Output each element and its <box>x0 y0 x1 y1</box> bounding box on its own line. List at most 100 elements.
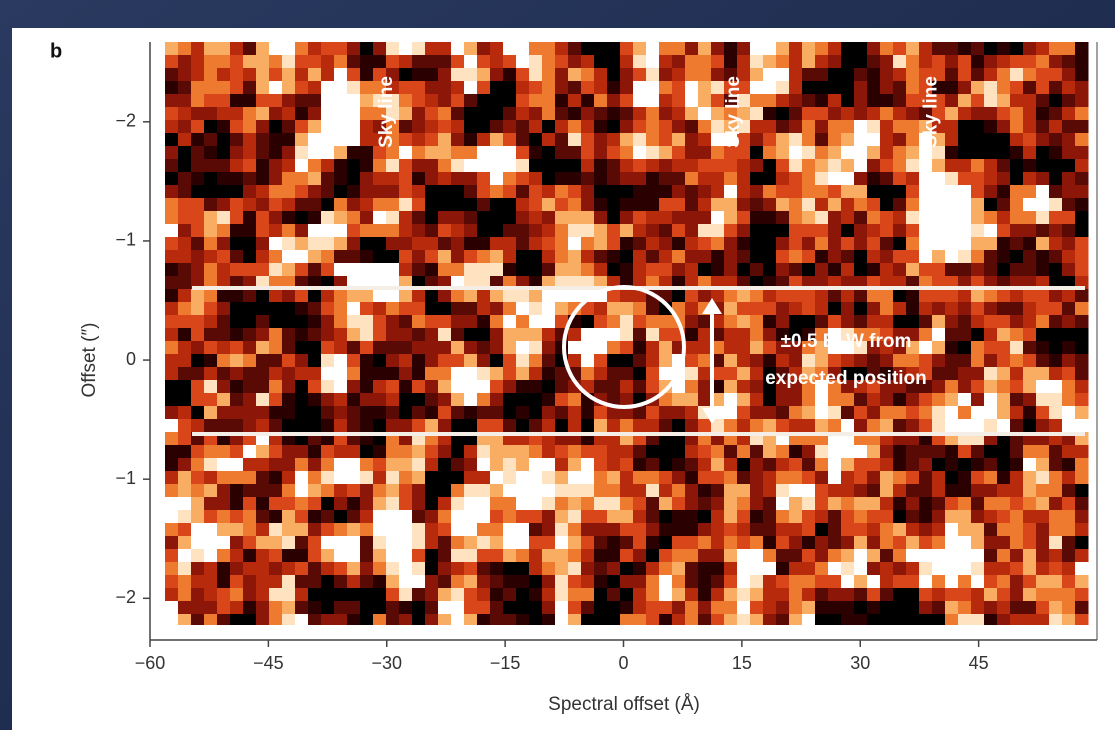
texture-cell <box>568 354 582 368</box>
texture-cell <box>438 471 452 485</box>
texture-cell <box>867 81 881 95</box>
texture-cell <box>698 107 712 121</box>
texture-cell <box>516 120 530 134</box>
texture-cell <box>529 107 543 121</box>
texture-cell <box>165 432 179 446</box>
texture-cell <box>178 432 192 446</box>
texture-cell <box>269 575 283 589</box>
texture-cell <box>165 445 179 459</box>
texture-cell <box>789 445 803 459</box>
texture-cell <box>360 458 374 472</box>
texture-cell <box>815 510 829 524</box>
texture-cell <box>802 42 816 56</box>
texture-cell <box>841 81 855 95</box>
texture-cell <box>178 55 192 69</box>
texture-cell <box>360 224 374 238</box>
texture-cell <box>204 224 218 238</box>
texture-cell <box>529 341 543 355</box>
texture-cell <box>451 497 465 511</box>
texture-cell <box>672 146 686 160</box>
texture-cell <box>347 354 361 368</box>
texture-cell <box>763 250 777 264</box>
texture-cell <box>529 172 543 186</box>
texture-cell <box>945 289 959 303</box>
texture-cell <box>529 575 543 589</box>
texture-cell <box>1036 393 1050 407</box>
texture-cell <box>308 536 322 550</box>
texture-cell <box>321 367 335 381</box>
texture-cell <box>854 224 868 238</box>
texture-cell <box>789 68 803 82</box>
texture-cell <box>451 458 465 472</box>
texture-cell <box>425 458 439 472</box>
texture-cell <box>464 354 478 368</box>
texture-cell <box>802 146 816 160</box>
texture-cell <box>516 107 530 121</box>
texture-cell <box>308 523 322 537</box>
texture-cell <box>789 289 803 303</box>
texture-cell <box>464 302 478 316</box>
texture-cell <box>893 55 907 69</box>
texture-cell <box>217 406 231 420</box>
texture-cell <box>542 406 556 420</box>
texture-cell <box>945 562 959 576</box>
texture-cell <box>477 549 491 563</box>
texture-cell <box>867 497 881 511</box>
texture-cell <box>763 601 777 615</box>
texture-cell <box>880 120 894 134</box>
texture-cell <box>217 458 231 472</box>
texture-cell <box>165 588 179 602</box>
x-tick-label: −30 <box>371 653 402 673</box>
texture-cell <box>802 172 816 186</box>
texture-cell <box>919 302 933 316</box>
texture-cell <box>776 146 790 160</box>
texture-cell <box>997 562 1011 576</box>
texture-cell <box>412 458 426 472</box>
texture-cell <box>633 120 647 134</box>
texture-cell <box>334 146 348 160</box>
texture-cell <box>1062 536 1076 550</box>
texture-cell <box>373 484 387 498</box>
texture-cell <box>230 328 244 342</box>
texture-cell <box>958 42 972 56</box>
texture-cell <box>542 68 556 82</box>
texture-cell <box>451 315 465 329</box>
texture-cell <box>1010 445 1024 459</box>
texture-cell <box>464 393 478 407</box>
texture-cell <box>581 562 595 576</box>
texture-cell <box>1010 497 1024 511</box>
texture-cell <box>672 523 686 537</box>
texture-cell <box>880 549 894 563</box>
texture-cell <box>776 614 790 625</box>
texture-cell <box>243 224 257 238</box>
texture-cell <box>373 510 387 524</box>
texture-cell <box>1036 172 1050 186</box>
texture-cell <box>1049 458 1063 472</box>
texture-cell <box>516 250 530 264</box>
texture-cell <box>516 133 530 147</box>
texture-cell <box>360 328 374 342</box>
texture-cell <box>425 172 439 186</box>
texture-cell <box>581 484 595 498</box>
texture-cell <box>386 497 400 511</box>
texture-cell <box>672 94 686 108</box>
texture-cell <box>321 497 335 511</box>
texture-cell <box>451 523 465 537</box>
texture-cell <box>360 367 374 381</box>
texture-cell <box>997 380 1011 394</box>
texture-cell <box>867 120 881 134</box>
texture-cell <box>217 107 231 121</box>
texture-cell <box>724 302 738 316</box>
texture-cell <box>386 393 400 407</box>
texture-cell <box>347 510 361 524</box>
texture-cell <box>516 484 530 498</box>
texture-cell <box>750 419 764 433</box>
texture-cell <box>282 250 296 264</box>
texture-cell <box>620 328 634 342</box>
texture-cell <box>763 328 777 342</box>
texture-cell <box>191 471 205 485</box>
texture-cell <box>269 94 283 108</box>
texture-cell <box>984 237 998 251</box>
texture-cell <box>360 341 374 355</box>
